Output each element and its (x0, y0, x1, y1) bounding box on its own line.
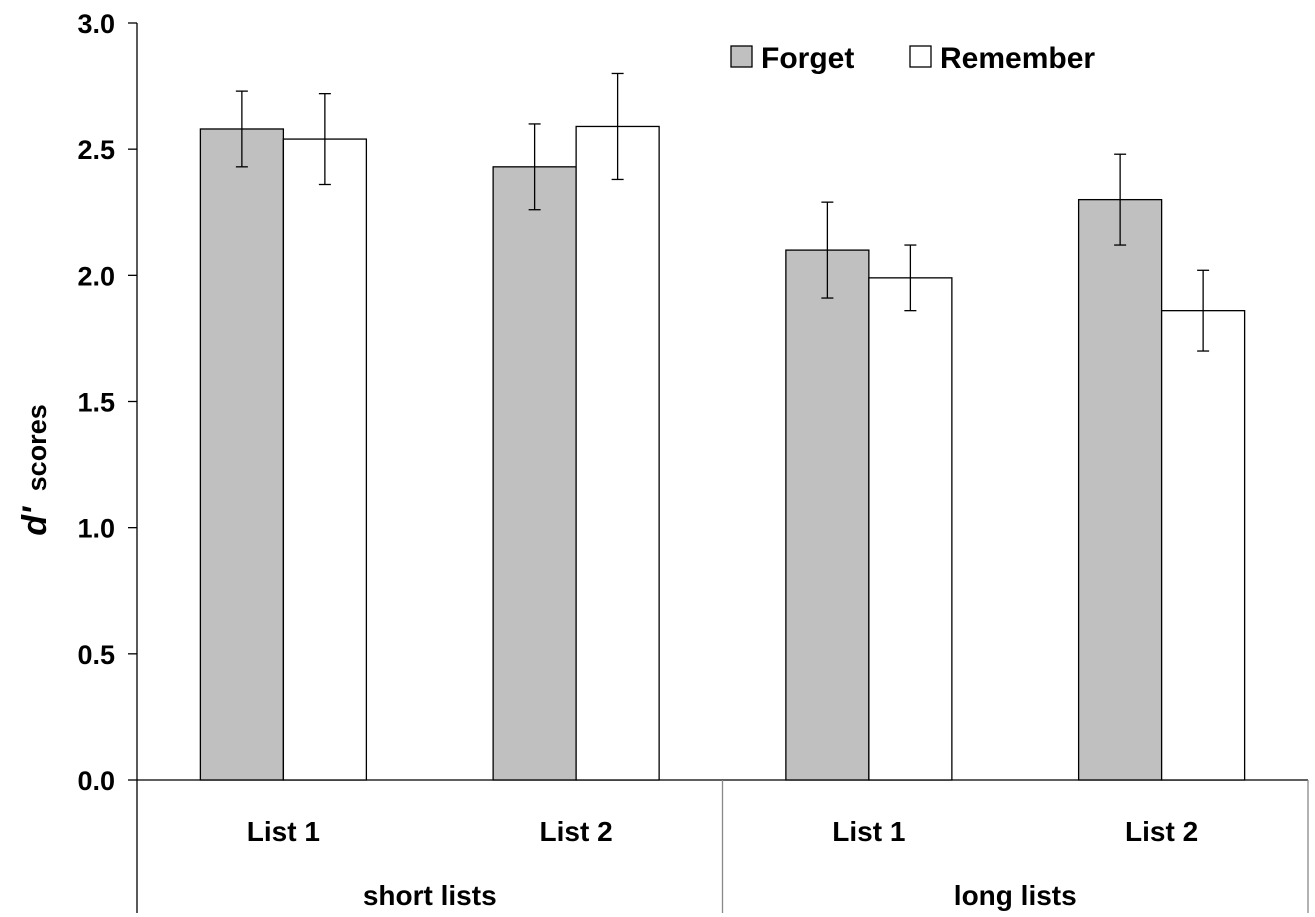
bar-remember-1 (282, 138, 368, 781)
bar-forget-4 (1077, 198, 1163, 781)
y-axis-label-symbol: d' (16, 505, 54, 536)
bar-remember-2 (575, 125, 660, 781)
x-category-label: List 2 (1125, 816, 1198, 847)
x-group-label: short lists (363, 880, 497, 911)
bar-remember-3 (868, 277, 953, 781)
x-category-labels: List 1 List 2 List 1 List 2 short lists long … (247, 780, 1309, 913)
bars (199, 125, 1246, 781)
bar-forget-1 (199, 128, 285, 781)
legend-swatch-remember (909, 45, 932, 68)
legend-label-forget: Forget (761, 42, 854, 75)
y-tick-label: 2.5 (77, 135, 115, 165)
y-axis-label: d' scores (16, 404, 54, 535)
y-tick-label: 1.0 (77, 514, 115, 544)
y-ticks: 0.0 0.5 1.0 1.5 2.0 2.5 3.0 (77, 9, 137, 796)
error-bars (235, 72, 1210, 352)
y-tick-label: 0.5 (77, 640, 115, 670)
legend-label-remember: Remember (940, 42, 1095, 75)
legend: Forget Remember (730, 42, 1095, 75)
x-category-label: List 2 (540, 816, 613, 847)
x-category-label: List 1 (832, 816, 905, 847)
x-group-label: long lists (954, 880, 1077, 911)
y-tick-label: 3.0 (77, 9, 115, 39)
bar-forget-3 (785, 249, 870, 781)
legend-swatch-forget (730, 45, 753, 68)
y-tick-label: 1.5 (77, 388, 115, 418)
y-tick-label: 2.0 (77, 261, 115, 291)
y-tick-label: 0.0 (77, 766, 115, 796)
x-category-label: List 1 (247, 816, 320, 847)
bar-remember-4 (1160, 310, 1246, 781)
bar-forget-2 (492, 166, 577, 781)
y-axis-label-text: scores (22, 404, 52, 491)
